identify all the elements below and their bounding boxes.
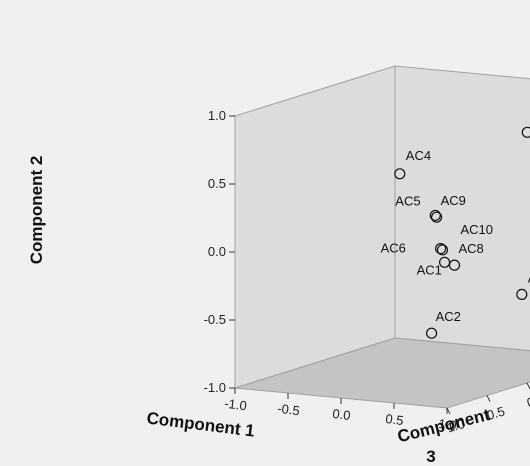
- chart-walls: [234, 65, 530, 409]
- point-label-ac10: AC10: [460, 222, 493, 237]
- y-tick-label: -1.0: [204, 380, 226, 395]
- point-label-ac6: AC6: [381, 241, 406, 256]
- y-tick-label: 1.0: [208, 108, 226, 123]
- data-point-ac5: [429, 209, 441, 222]
- z-tick-mark: [446, 407, 451, 415]
- y-tick-label: 0.0: [208, 244, 226, 259]
- x-tick-label: 0.5: [385, 411, 405, 428]
- y-axis-title: Component 2: [27, 156, 46, 265]
- z-tick-mark: [486, 395, 491, 402]
- data-points: AC1AC2AC3AC4AC5AC6AC7AC8AC9AC10: [381, 126, 530, 339]
- point-label-ac7: AC7: [528, 270, 530, 285]
- tick-labels: -1.0-0.50.00.51.0-1.0 -0.5 0.0 0.5 1.01.00.5…: [204, 108, 530, 435]
- point-label-ac8: AC8: [458, 241, 483, 256]
- z-axis-title-line1: Component: [396, 405, 493, 446]
- data-point-ac4: [394, 168, 406, 180]
- x-tick-label: -0.5: [277, 401, 301, 419]
- data-point-ac8: [448, 259, 461, 271]
- z-tick-label: 0.5: [485, 403, 507, 422]
- z-axis-title-line2: 3: [426, 447, 435, 466]
- x-axis-title: Component 1: [146, 408, 256, 440]
- point-label-ac2: AC2: [436, 309, 461, 324]
- data-point-ac2: [426, 327, 438, 339]
- floor: [234, 337, 530, 409]
- left-wall: [234, 65, 396, 389]
- x-tick-label: -1.0: [224, 396, 248, 414]
- data-point-ac9: [431, 211, 443, 223]
- y-tick-label: 0.5: [208, 176, 226, 191]
- data-point-ac6: [435, 242, 447, 255]
- point-label-ac9: AC9: [441, 193, 466, 208]
- y-tick-label: -0.5: [204, 312, 226, 327]
- data-point-ac10: [436, 244, 449, 256]
- data-point-ac1: [439, 256, 451, 268]
- x-tick-label: 0.0: [332, 406, 352, 423]
- point-label-ac5: AC5: [395, 193, 420, 208]
- x-tick-label: 1.0: [438, 416, 458, 433]
- z-tick-label: 0.0: [525, 391, 530, 410]
- point-label-ac4: AC4: [406, 148, 431, 163]
- z-tick-label: 1.0: [445, 416, 467, 435]
- data-point-ac7: [516, 288, 528, 300]
- data-point-ac3: [521, 126, 530, 138]
- point-label-ac1: AC1: [417, 262, 442, 277]
- back-wall: [394, 65, 530, 352]
